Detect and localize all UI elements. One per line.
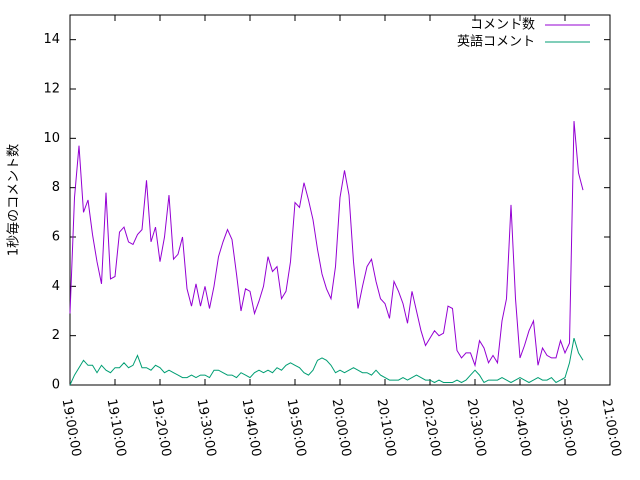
y-tick-label: 6 xyxy=(52,230,60,245)
x-tick-label: 20:50:00 xyxy=(554,398,579,458)
series-line xyxy=(69,121,584,368)
y-tick-label: 4 xyxy=(52,279,60,294)
x-tick-label: 20:30:00 xyxy=(464,398,489,458)
x-tick-label: 19:00:00 xyxy=(59,398,84,458)
series-line xyxy=(69,337,584,386)
y-tick-label: 2 xyxy=(52,328,60,343)
y-tick-label: 10 xyxy=(43,131,60,146)
legend-label: コメント数 xyxy=(470,18,535,33)
x-tick-label: 21:00:00 xyxy=(599,398,624,458)
x-tick-label: 19:40:00 xyxy=(239,398,264,458)
y-tick-label: 14 xyxy=(43,32,60,47)
x-tick-label: 19:50:00 xyxy=(284,398,309,458)
y-tick-label: 0 xyxy=(52,378,60,393)
x-tick-label: 20:00:00 xyxy=(329,398,354,458)
y-tick-label: 12 xyxy=(43,82,60,97)
y-axis-label: 1秒毎のコメント数 xyxy=(6,144,22,256)
x-tick-label: 19:30:00 xyxy=(194,398,219,458)
x-tick-label: 20:20:00 xyxy=(419,398,444,458)
x-tick-label: 19:10:00 xyxy=(104,398,129,458)
y-tick-label: 8 xyxy=(52,180,60,195)
x-tick-label: 20:40:00 xyxy=(509,398,534,458)
x-tick-label: 20:10:00 xyxy=(374,398,399,458)
legend-label: 英語コメント xyxy=(457,34,535,50)
x-tick-label: 19:20:00 xyxy=(149,398,174,458)
